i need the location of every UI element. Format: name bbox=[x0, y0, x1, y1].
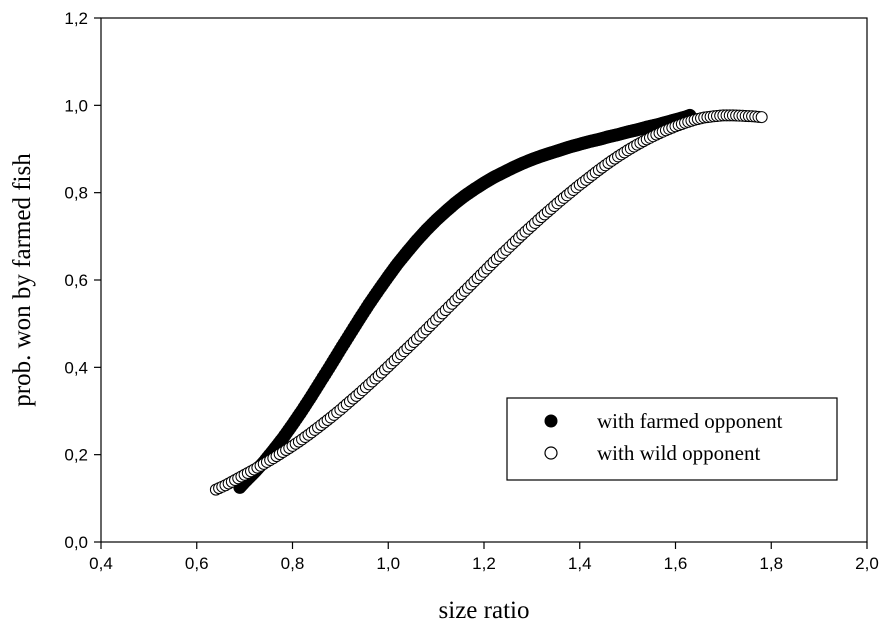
x-tick-label: 1,2 bbox=[472, 554, 496, 573]
y-tick-label: 0,2 bbox=[64, 446, 88, 465]
y-tick-label: 1,0 bbox=[64, 96, 88, 115]
legend: with farmed opponent with wild opponent bbox=[506, 397, 838, 481]
y-tick-label: 0,8 bbox=[64, 184, 88, 203]
y-axis-title: prob. won by farmed fish bbox=[9, 153, 36, 407]
x-tick-label: 0,6 bbox=[185, 554, 209, 573]
y-tick-label: 0,0 bbox=[64, 533, 88, 552]
x-tick-label: 0,4 bbox=[89, 554, 113, 573]
y-tick-label: 0,4 bbox=[64, 358, 88, 377]
x-axis-ticks: 0,4 0,6 0,8 1,0 1,2 1,4 1,6 1,8 2,0 bbox=[89, 542, 879, 573]
y-axis-ticks: 0,0 0,2 0,4 0,6 0,8 1,0 1,2 bbox=[64, 9, 101, 552]
x-tick-label: 1,4 bbox=[568, 554, 592, 573]
legend-marker-farmed bbox=[544, 414, 558, 428]
legend-box bbox=[506, 397, 838, 481]
x-tick-label: 2,0 bbox=[855, 554, 879, 573]
data-point-wild bbox=[755, 111, 768, 124]
x-tick-label: 1,6 bbox=[664, 554, 688, 573]
y-tick-label: 0,6 bbox=[64, 271, 88, 290]
x-axis-title: size ratio bbox=[439, 597, 530, 624]
legend-label-farmed: with farmed opponent bbox=[597, 409, 783, 433]
series-wild-opponent bbox=[209, 109, 768, 496]
legend-label-wild: with wild opponent bbox=[597, 441, 760, 465]
legend-marker-wild bbox=[544, 446, 558, 460]
x-tick-label: 1,8 bbox=[759, 554, 783, 573]
y-tick-label: 1,2 bbox=[64, 9, 88, 28]
x-tick-label: 0,8 bbox=[281, 554, 305, 573]
series-farmed-opponent bbox=[233, 108, 697, 494]
x-tick-label: 1,0 bbox=[376, 554, 400, 573]
